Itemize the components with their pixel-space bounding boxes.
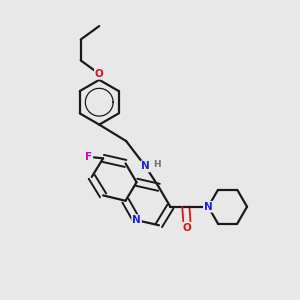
- Text: N: N: [132, 215, 141, 225]
- Text: H: H: [153, 160, 161, 169]
- Text: O: O: [183, 223, 192, 232]
- Text: O: O: [95, 69, 103, 79]
- Text: N: N: [204, 202, 213, 212]
- Text: N: N: [141, 161, 150, 171]
- Text: F: F: [85, 152, 92, 162]
